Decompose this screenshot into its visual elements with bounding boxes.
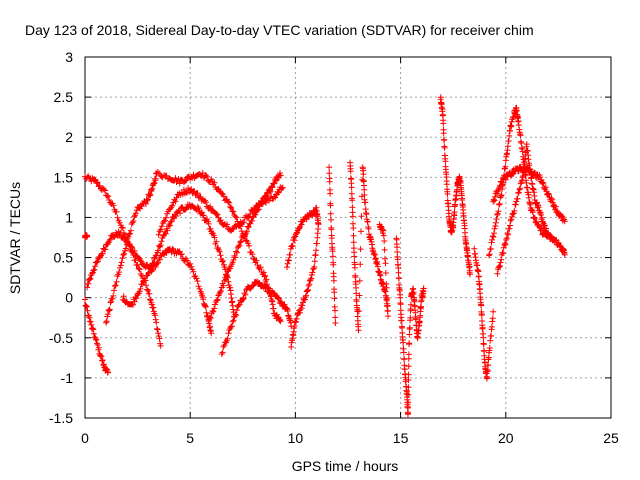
series-track-a bbox=[82, 173, 164, 349]
series-track-b bbox=[82, 296, 112, 376]
data-points bbox=[82, 94, 568, 418]
x-tick-label: 15 bbox=[393, 430, 409, 446]
y-tick-label: -1 bbox=[61, 370, 74, 386]
series-track-o bbox=[471, 245, 497, 382]
x-tick-label: 20 bbox=[498, 430, 514, 446]
series-track-n bbox=[437, 94, 473, 278]
y-tick-label: 1.5 bbox=[54, 169, 74, 185]
y-tick-label: 3 bbox=[65, 49, 73, 65]
y-tick-label: -0.5 bbox=[49, 330, 73, 346]
series-track-c bbox=[82, 232, 91, 241]
x-tick-label: 5 bbox=[186, 430, 194, 446]
series-track-d bbox=[84, 228, 215, 337]
series-track-r bbox=[494, 141, 558, 277]
y-tick-label: 0.5 bbox=[54, 250, 74, 266]
y-tick-labels: -1.5 -1 -0.5 0 0.5 1 1.5 2 2.5 3 bbox=[49, 49, 73, 426]
x-tick-labels: 0 5 10 15 20 25 bbox=[81, 430, 619, 446]
x-tick-label: 25 bbox=[603, 430, 619, 446]
y-tick-label: 1 bbox=[65, 209, 73, 225]
x-tick-label: 10 bbox=[288, 430, 304, 446]
chart-title: Day 123 of 2018, Sidereal Day-to-day VTE… bbox=[25, 22, 534, 38]
y-tick-label: 0 bbox=[65, 290, 73, 306]
axis-ticks bbox=[84, 56, 612, 419]
series-track-k bbox=[326, 164, 339, 326]
series-track-m bbox=[393, 235, 427, 418]
series-track-l bbox=[347, 159, 391, 334]
y-tick-label: 2.5 bbox=[54, 89, 74, 105]
x-tick-label: 0 bbox=[81, 430, 89, 446]
y-tick-label: -1.5 bbox=[49, 410, 73, 426]
series-track-p bbox=[490, 164, 568, 225]
y-tick-label: 2 bbox=[65, 129, 73, 145]
y-axis-label: SDTVAR / TECUs bbox=[7, 182, 23, 294]
series-track-i bbox=[218, 278, 295, 357]
series-track-j bbox=[284, 204, 322, 350]
series-track-h bbox=[155, 184, 286, 238]
x-axis-label: GPS time / hours bbox=[292, 458, 399, 474]
